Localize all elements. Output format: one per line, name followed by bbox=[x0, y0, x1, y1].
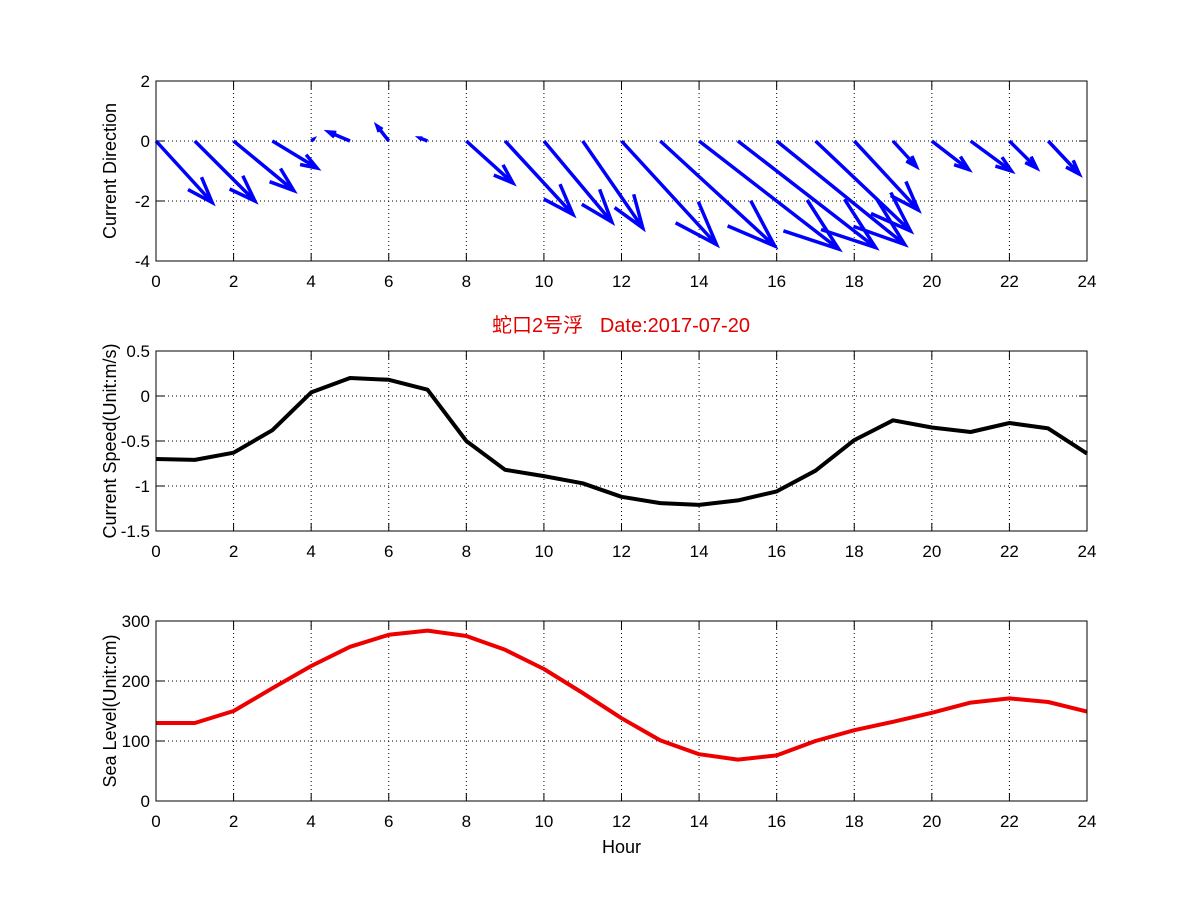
level-xtick-label: 18 bbox=[845, 812, 864, 831]
speed-xtick-label: 4 bbox=[306, 542, 315, 561]
direction-ytick-label: -4 bbox=[135, 252, 150, 271]
speed-xtick-label: 8 bbox=[462, 542, 471, 561]
speed-ytick-label: -1.5 bbox=[121, 522, 150, 541]
current-arrow bbox=[891, 139, 920, 171]
direction-xtick-label: 22 bbox=[1000, 272, 1019, 291]
speed-xtick-label: 16 bbox=[767, 542, 786, 561]
level-xtick-label: 4 bbox=[306, 812, 315, 831]
current-arrow bbox=[542, 139, 616, 227]
direction-xtick-label: 4 bbox=[306, 272, 315, 291]
current-arrow bbox=[271, 139, 322, 171]
current-arrow bbox=[969, 139, 1016, 175]
level-ytick-label: 0 bbox=[141, 792, 150, 811]
current-speed-panel: 0 2 4 6 8 10 12 14 16 18 20 22 24-1.5-1-0.500.5Curre… bbox=[100, 342, 1096, 561]
level-ytick-label: 100 bbox=[122, 732, 150, 751]
direction-xtick-label: 20 bbox=[922, 272, 941, 291]
level-xtick-label: 6 bbox=[384, 812, 393, 831]
speed-ylabel: Current Speed(Unit:m/s) bbox=[100, 343, 120, 538]
direction-axes-box bbox=[155, 80, 1088, 262]
current-arrow bbox=[310, 136, 318, 143]
direction-xtick-label: 10 bbox=[534, 272, 553, 291]
speed-xtick-label: 22 bbox=[1000, 542, 1019, 561]
speed-xtick-label: 14 bbox=[690, 542, 709, 561]
level-xlabel: Hour bbox=[602, 837, 641, 857]
level-xtick-label: 12 bbox=[612, 812, 631, 831]
level-xtick-label: 22 bbox=[1000, 812, 1019, 831]
current-arrow bbox=[154, 139, 216, 207]
direction-xtick-label: 0 bbox=[151, 272, 160, 291]
level-xtick-label: 16 bbox=[767, 812, 786, 831]
current-arrow bbox=[193, 139, 259, 205]
direction-ytick-label: 0 bbox=[141, 132, 150, 151]
direction-ylabel: Current Direction bbox=[100, 103, 120, 239]
direction-xtick-label: 8 bbox=[462, 272, 471, 291]
current-arrow bbox=[1046, 139, 1083, 178]
figure-title: 蛇口2号浮 Date:2017-07-20 bbox=[492, 314, 750, 337]
speed-series-line bbox=[155, 376, 1089, 507]
current-arrow bbox=[232, 139, 298, 194]
level-xtick-label: 0 bbox=[151, 812, 160, 831]
current-arrow bbox=[581, 140, 646, 233]
direction-ytick-label: -2 bbox=[135, 192, 150, 211]
speed-xtick-label: 10 bbox=[534, 542, 553, 561]
speed-xtick-label: 18 bbox=[845, 542, 864, 561]
level-xtick-label: 24 bbox=[1078, 812, 1097, 831]
level-xtick-label: 20 bbox=[922, 812, 941, 831]
direction-ytick-label: 2 bbox=[141, 72, 150, 91]
speed-ytick-label: -0.5 bbox=[121, 432, 150, 451]
direction-xtick-label: 16 bbox=[767, 272, 786, 291]
current-arrow bbox=[698, 139, 843, 253]
level-ytick-label: 200 bbox=[122, 672, 150, 691]
direction-xtick-label: 6 bbox=[384, 272, 393, 291]
direction-xtick-label: 24 bbox=[1078, 272, 1097, 291]
current-arrow bbox=[930, 139, 973, 173]
level-ylabel: Sea Level(Unit:cm) bbox=[100, 634, 120, 787]
direction-xtick-label: 2 bbox=[229, 272, 238, 291]
current-arrow bbox=[814, 139, 915, 235]
level-ytick-label: 300 bbox=[122, 612, 150, 631]
speed-ytick-label: 0.5 bbox=[126, 342, 150, 361]
direction-xtick-label: 12 bbox=[612, 272, 631, 291]
level-xtick-label: 14 bbox=[690, 812, 709, 831]
speed-xtick-label: 24 bbox=[1078, 542, 1097, 561]
current-arrow bbox=[620, 139, 721, 249]
current-arrow bbox=[853, 139, 922, 214]
speed-xtick-label: 6 bbox=[384, 542, 393, 561]
current-arrow bbox=[736, 139, 880, 251]
current-arrow bbox=[373, 121, 391, 143]
current-arrow bbox=[503, 139, 577, 219]
speed-ytick-label: 0 bbox=[141, 387, 150, 406]
direction-xtick-label: 14 bbox=[690, 272, 709, 291]
current-arrow bbox=[659, 139, 779, 250]
speed-xtick-label: 12 bbox=[612, 542, 631, 561]
speed-xtick-label: 0 bbox=[151, 542, 160, 561]
level-xtick-label: 8 bbox=[462, 812, 471, 831]
speed-xtick-label: 20 bbox=[922, 542, 941, 561]
current-arrow bbox=[465, 139, 517, 187]
current-arrow bbox=[1008, 139, 1041, 172]
level-xtick-label: 2 bbox=[229, 812, 238, 831]
direction-xtick-label: 18 bbox=[845, 272, 864, 291]
level-series-line bbox=[156, 628, 1088, 762]
speed-xtick-label: 2 bbox=[229, 542, 238, 561]
current-arrow bbox=[414, 136, 429, 143]
current-arrow bbox=[323, 129, 351, 143]
level-xtick-label: 10 bbox=[534, 812, 553, 831]
speed-ytick-label: -1 bbox=[135, 477, 150, 496]
current-arrow bbox=[775, 139, 909, 248]
level-axes-box bbox=[155, 620, 1088, 802]
speed-axes-box bbox=[155, 350, 1088, 532]
